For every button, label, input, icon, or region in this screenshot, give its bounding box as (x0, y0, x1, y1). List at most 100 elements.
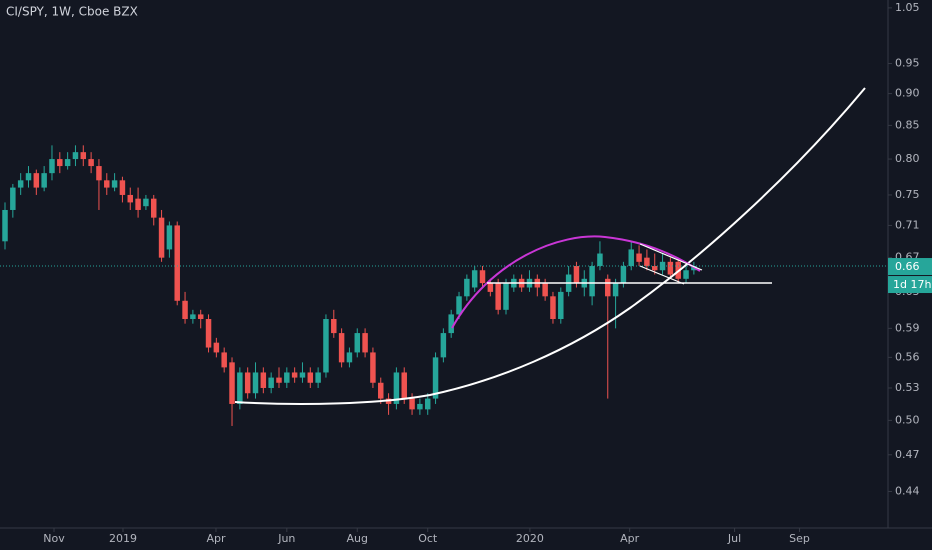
candle-body (151, 198, 157, 218)
candle-body (432, 357, 439, 399)
y-tick-label: 0.50 (895, 413, 920, 426)
candle-body (276, 377, 282, 383)
candle-body (487, 283, 494, 292)
candle-body (605, 278, 611, 297)
candle-body (323, 319, 329, 373)
x-tick-label: Apr (206, 532, 226, 545)
candle-body (260, 372, 267, 388)
candle-body (479, 270, 486, 284)
y-tick-label: 0.71 (895, 218, 920, 231)
candle-body (589, 266, 595, 297)
candle-body (252, 372, 259, 394)
candle-body (237, 372, 243, 404)
y-tick-label: 0.85 (895, 118, 920, 131)
candle-body (667, 261, 674, 275)
candle-body (651, 266, 658, 271)
candle-body (346, 352, 353, 363)
candle-body (331, 319, 337, 334)
x-tick-label: Apr (620, 532, 640, 545)
candle-body (166, 225, 173, 250)
candle-body (10, 187, 16, 210)
candle-body (49, 159, 55, 174)
y-tick-label: 0.75 (895, 188, 920, 201)
candle-body (495, 283, 501, 310)
candle-body (96, 166, 102, 181)
x-tick-label: Jul (727, 532, 741, 545)
candle-body (354, 333, 361, 353)
y-tick-label: 0.56 (895, 350, 920, 363)
x-tick-label: Oct (418, 532, 438, 545)
arc-drawing (451, 235, 701, 329)
candle-body (190, 314, 196, 320)
axes: 1.050.950.900.850.800.750.710.670.630.59… (43, 1, 932, 545)
y-tick-label: 0.80 (895, 152, 920, 165)
chart-title: CI/SPY, 1W, Cboe BZX (6, 5, 138, 19)
candle-body (205, 319, 212, 348)
candle-body (628, 249, 634, 267)
drawings (234, 87, 866, 405)
y-tick-label: 0.47 (895, 448, 920, 461)
candle-body (174, 225, 180, 301)
curve-drawing (234, 87, 866, 405)
candle-body (291, 372, 298, 378)
candle-body (143, 198, 149, 207)
candle-body (644, 257, 650, 267)
candle-body (378, 382, 384, 399)
candle-body (80, 152, 87, 160)
x-tick-label: Aug (347, 532, 368, 545)
countdown-tag (888, 276, 932, 294)
triangle-lower (639, 265, 685, 285)
candle-body (104, 180, 110, 188)
candle-body (88, 159, 94, 167)
candle-body (64, 159, 71, 167)
candle-body (338, 333, 345, 363)
y-tick-label: 0.44 (895, 484, 920, 497)
candle-body (315, 372, 321, 383)
candle-body (33, 173, 40, 188)
candle-body (424, 398, 431, 410)
candle-body (284, 372, 290, 383)
x-tick-label: Sep (789, 532, 810, 545)
candle-body (268, 377, 274, 388)
candle-body (471, 270, 478, 288)
candle-body (636, 253, 642, 262)
candle-body (229, 362, 235, 404)
candle-body (683, 270, 689, 279)
candle-body (542, 283, 548, 297)
current-price-tag (888, 258, 932, 276)
candle-body (448, 314, 454, 334)
candle-body (612, 283, 619, 297)
candle-body (370, 352, 376, 383)
candle-body (597, 253, 603, 267)
candle-body (111, 180, 118, 188)
x-tick-label: Jun (277, 532, 295, 545)
x-tick-label: 2019 (109, 532, 137, 545)
candle-body (197, 314, 204, 320)
candle-body (25, 173, 32, 181)
candle-body (409, 398, 415, 410)
y-tick-label: 1.05 (895, 1, 920, 14)
candle-body (456, 296, 462, 315)
candle-body (127, 194, 133, 203)
x-tick-label: Nov (43, 532, 65, 545)
candle-body (307, 372, 314, 383)
candle-body (299, 372, 306, 378)
candle-body (221, 352, 227, 368)
countdown-label: 1d 17h (893, 278, 931, 291)
candle-body (362, 333, 368, 353)
candle-body (158, 217, 165, 258)
y-tick-label: 0.53 (895, 381, 920, 394)
candle-body (57, 159, 63, 167)
candle-body (182, 300, 188, 320)
candle-body (244, 372, 251, 394)
candle-body (620, 266, 627, 284)
candle-body (2, 209, 8, 242)
candle-body (550, 296, 556, 320)
candle-body (41, 173, 47, 188)
candle-body (135, 198, 141, 210)
candle-body (464, 278, 470, 297)
candle-body (558, 291, 564, 320)
candle-body (417, 403, 423, 410)
